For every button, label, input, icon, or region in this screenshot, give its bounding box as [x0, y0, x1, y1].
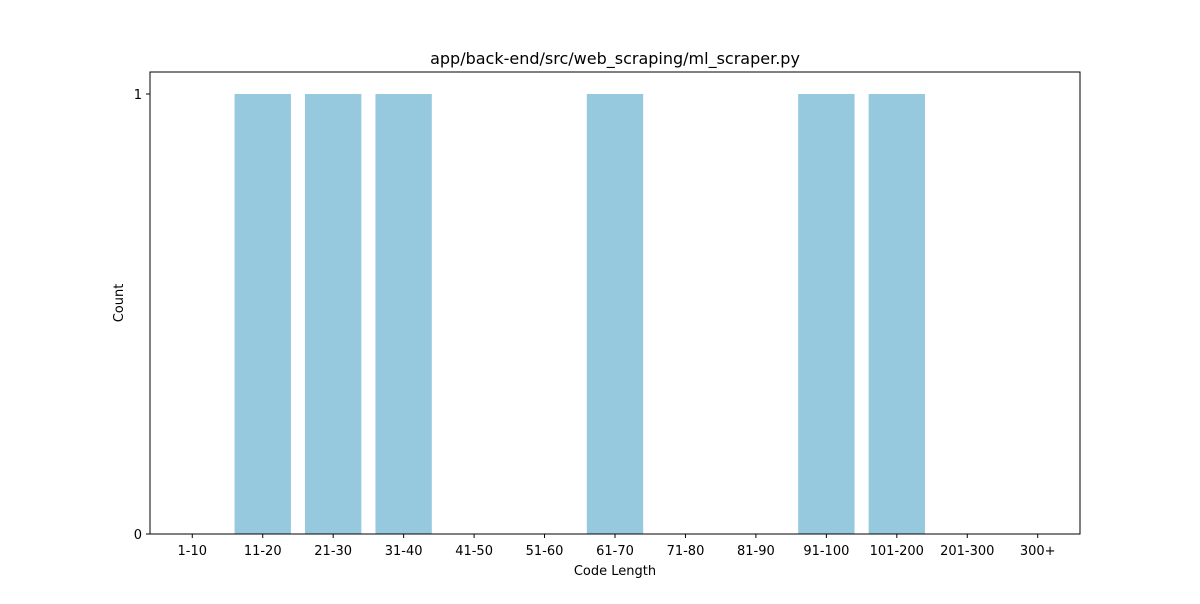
bar-11-20 — [234, 94, 291, 534]
x-tick-label: 41-50 — [455, 544, 493, 559]
x-tick-label: 201-300 — [940, 544, 994, 559]
x-tick-label: 31-40 — [385, 544, 423, 559]
x-axis-label: Code Length — [574, 564, 656, 579]
bar-21-30 — [305, 94, 362, 534]
bars-layer — [234, 94, 925, 534]
y-axis-label: Count — [112, 284, 127, 323]
y-tick-label: 1 — [134, 88, 142, 103]
x-tick-label: 300+ — [1020, 544, 1056, 559]
y-tick-label: 0 — [134, 528, 142, 543]
y-axis-ticks: 01 — [134, 88, 150, 543]
x-tick-label: 1-10 — [178, 544, 208, 559]
bar-101-200 — [868, 94, 925, 534]
x-tick-label: 71-80 — [667, 544, 705, 559]
chart-title: app/back-end/src/web_scraping/ml_scraper… — [430, 49, 800, 69]
x-tick-label: 51-60 — [526, 544, 564, 559]
x-tick-label: 11-20 — [244, 544, 282, 559]
x-tick-label: 91-100 — [803, 544, 849, 559]
x-axis-ticks: 1-10 11-20 21-30 31-40 41-50 51-60 61-70 71-80 8… — [178, 534, 1056, 559]
x-tick-label: 61-70 — [596, 544, 634, 559]
bar-91-100 — [798, 94, 855, 534]
x-tick-label: 81-90 — [737, 544, 775, 559]
bar-31-40 — [375, 94, 432, 534]
x-tick-label: 101-200 — [870, 544, 924, 559]
x-tick-label: 21-30 — [314, 544, 352, 559]
bar-61-70 — [586, 94, 644, 534]
